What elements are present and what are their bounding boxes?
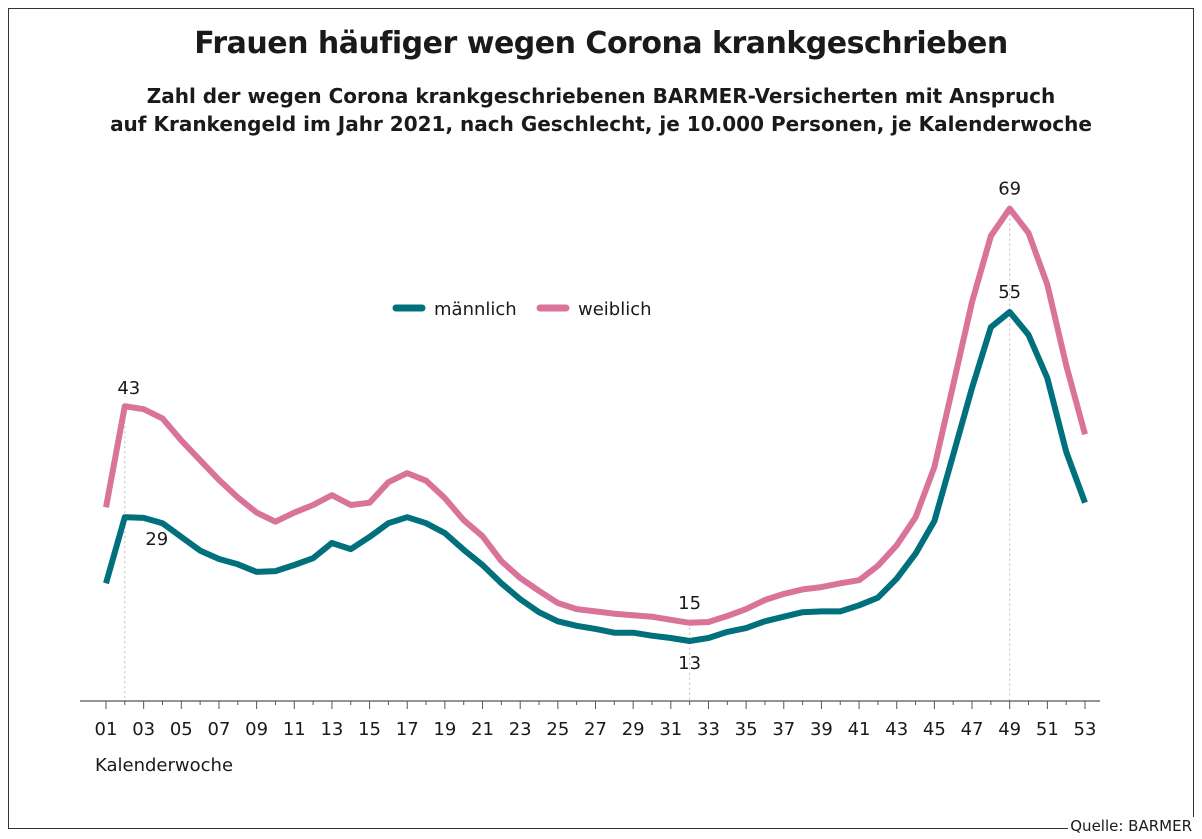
x-tick-label: 09 bbox=[245, 719, 268, 740]
x-tick-label: 29 bbox=[622, 719, 645, 740]
legend-label: weiblich bbox=[578, 299, 652, 320]
legend-label: männlich bbox=[434, 299, 517, 320]
x-tick-label: 33 bbox=[697, 719, 720, 740]
data-label: 55 bbox=[998, 282, 1021, 303]
data-label: 15 bbox=[678, 593, 701, 614]
x-tick-label: 13 bbox=[320, 719, 343, 740]
x-tick-label: 27 bbox=[584, 719, 607, 740]
series-line-weiblich bbox=[103, 205, 1088, 626]
x-tick-label: 53 bbox=[1074, 719, 1097, 740]
data-label: 69 bbox=[998, 179, 1021, 200]
x-tick-label: 05 bbox=[170, 719, 193, 740]
subtitle-line-2: auf Krankengeld im Jahr 2021, nach Gesch… bbox=[110, 112, 1092, 136]
x-tick-label: 07 bbox=[208, 719, 231, 740]
x-tick-label: 15 bbox=[358, 719, 381, 740]
x-tick-label: 11 bbox=[283, 719, 306, 740]
x-tick-label: 17 bbox=[396, 719, 419, 740]
data-label: 29 bbox=[145, 529, 168, 550]
x-tick-label: 25 bbox=[546, 719, 569, 740]
x-tick-label: 37 bbox=[772, 719, 795, 740]
data-label: 13 bbox=[678, 653, 701, 674]
x-tick-label: 51 bbox=[1036, 719, 1059, 740]
x-tick-label: 19 bbox=[433, 719, 456, 740]
x-tick-label: 43 bbox=[885, 719, 908, 740]
x-axis-label: Kalenderwoche bbox=[95, 755, 233, 776]
x-tick-label: 03 bbox=[132, 719, 155, 740]
x-tick-label: 45 bbox=[923, 719, 946, 740]
x-tick-label: 31 bbox=[659, 719, 682, 740]
x-tick-label: 01 bbox=[95, 719, 118, 740]
x-tick-label: 21 bbox=[471, 719, 494, 740]
x-tick-label: 49 bbox=[998, 719, 1021, 740]
data-label: 43 bbox=[117, 378, 140, 399]
x-tick-label: 39 bbox=[810, 719, 833, 740]
subtitle-line-1: Zahl der wegen Corona krankgeschriebenen… bbox=[146, 84, 1056, 108]
chart-frame bbox=[8, 8, 1194, 829]
x-tick-label: 41 bbox=[848, 719, 871, 740]
source-note: Quelle: BARMER bbox=[1068, 817, 1194, 835]
x-tick-label: 23 bbox=[509, 719, 532, 740]
series-line-maennlich bbox=[103, 309, 1088, 644]
chart-subtitle: Zahl der wegen Corona krankgeschriebenen… bbox=[0, 82, 1202, 138]
x-tick-label: 47 bbox=[961, 719, 984, 740]
x-tick-label: 35 bbox=[735, 719, 758, 740]
chart-title: Frauen häufiger wegen Corona krankgeschr… bbox=[194, 26, 1008, 61]
